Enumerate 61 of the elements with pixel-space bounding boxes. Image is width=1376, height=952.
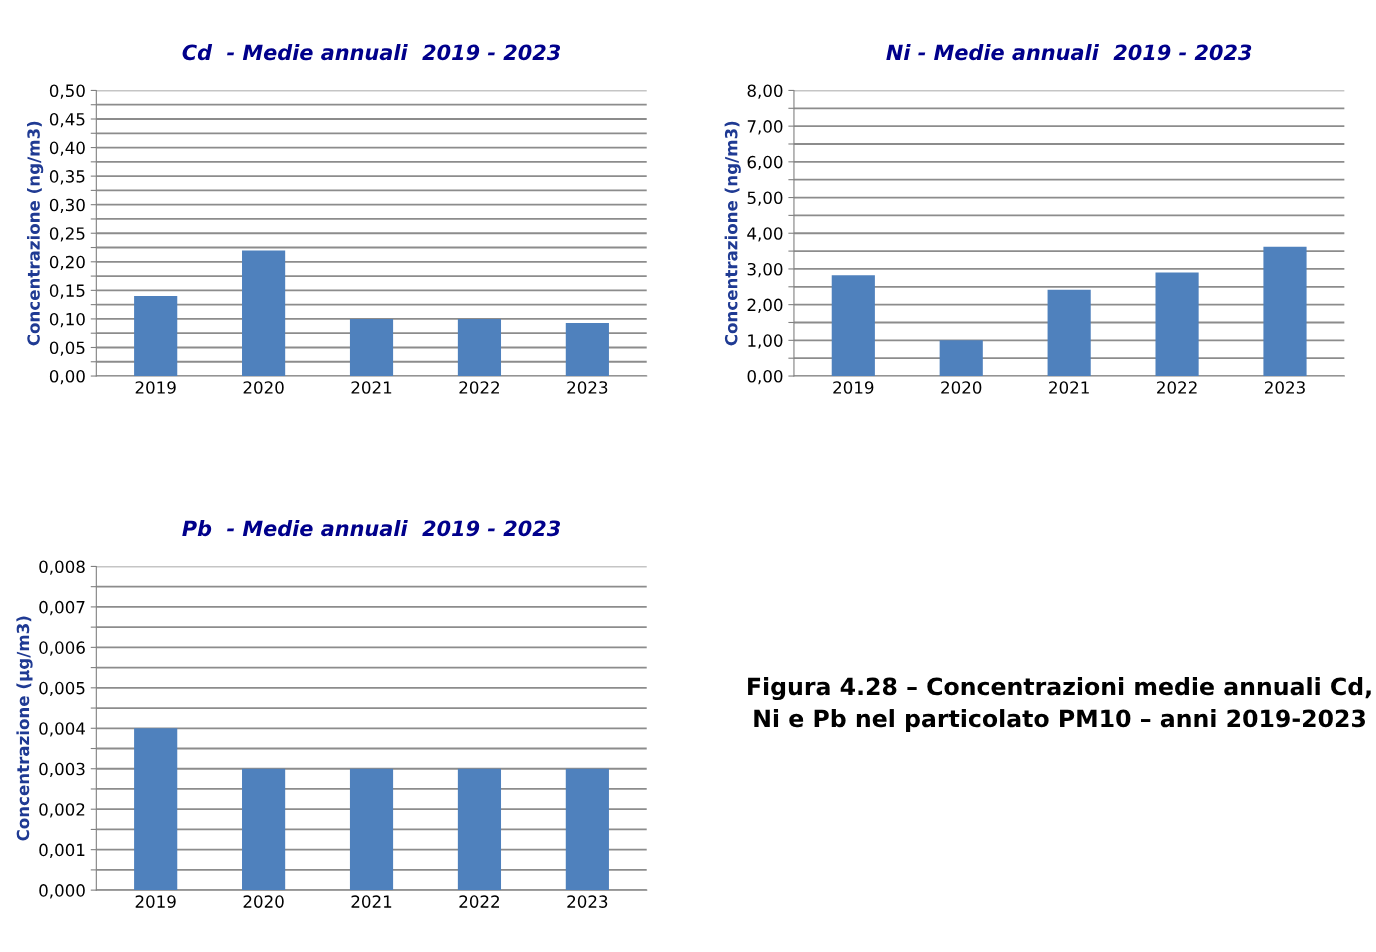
- y-axis-title: Concentrazione (µg/m3): [16, 616, 33, 841]
- x-tick-label: 2021: [351, 895, 392, 908]
- bar: [242, 250, 286, 377]
- y-tick-label: 0,005: [39, 681, 85, 697]
- chart-title: Ni - Medie annuali 2019 - 2023: [886, 44, 1252, 61]
- x-tick-label: 2023: [567, 381, 608, 394]
- x-tick-label: 2021: [1049, 381, 1089, 394]
- y-tick-label: 1,00: [748, 334, 783, 349]
- bar: [1047, 289, 1091, 377]
- bar: [349, 318, 394, 377]
- text: Figura 4.28 – Concentrazioni medie annuali Cd, Ni e Pb nel particolato PM10 – anni 2019-2023: [748, 677, 1371, 732]
- bar: [1263, 246, 1307, 377]
- y-tick-label: 0,15: [49, 284, 85, 299]
- y-tick-label: 0,05: [49, 341, 85, 356]
- y-tick-label: 0,000: [39, 884, 85, 899]
- y-tick-label: 0,001: [39, 843, 85, 858]
- bar: [939, 340, 983, 377]
- y-tick-label: 0,00: [49, 370, 85, 385]
- y-tick-label: 0,25: [49, 227, 85, 242]
- y-tick-label: 0,10: [49, 312, 85, 328]
- x-tick-label: 2020: [243, 381, 284, 394]
- x-tick-label: 2021: [351, 381, 392, 394]
- y-tick-label: 7,00: [747, 120, 783, 135]
- y-tick-label: 4,00: [747, 227, 783, 242]
- y-tick-label: 0,20: [49, 255, 85, 271]
- y-tick-label: 0,006: [39, 641, 85, 656]
- y-tick-label: 2,00: [747, 298, 783, 313]
- y-tick-label: 0,30: [49, 198, 85, 213]
- y-tick-label: 0,00: [747, 370, 783, 385]
- bar: [457, 318, 502, 377]
- x-tick-label: 2020: [941, 381, 982, 394]
- y-tick-label: 0,35: [49, 170, 85, 185]
- y-tick-label: 0,008: [39, 560, 85, 575]
- chart-title: Pb - Medie annuali 2019 - 2023: [182, 520, 560, 537]
- y-axis-title: Concentrazione (ng/m3): [724, 121, 741, 346]
- x-tick-label: 2022: [459, 381, 499, 394]
- x-tick-label: 2023: [567, 895, 608, 908]
- y-tick-label: 0,40: [49, 141, 85, 156]
- chart-title: Cd - Medie annuali 2019 - 2023: [182, 44, 561, 61]
- y-tick-label: 0,003: [39, 762, 85, 778]
- y-tick-label: 5,00: [747, 191, 783, 206]
- x-tick-label: 2022: [1157, 381, 1197, 394]
- y-tick-label: 6,00: [747, 155, 783, 171]
- bar: [1155, 272, 1199, 377]
- y-tick-label: 0,007: [39, 600, 85, 616]
- y-tick-label: 0,004: [39, 722, 85, 737]
- x-tick-label: 2022: [459, 895, 499, 908]
- x-tick-label: 2019: [135, 895, 176, 908]
- bar: [565, 322, 609, 377]
- y-tick-label: 0,002: [39, 803, 85, 818]
- y-tick-label: 0,45: [49, 112, 85, 128]
- x-tick-label: 2019: [135, 381, 176, 394]
- y-tick-label: 8,00: [747, 84, 783, 99]
- bar: [134, 296, 178, 377]
- y-tick-label: 3,00: [747, 262, 783, 278]
- y-axis-title: Concentrazione (ng/m3): [26, 121, 44, 346]
- x-tick-label: 2023: [1265, 381, 1305, 394]
- x-tick-label: 2019: [833, 381, 874, 394]
- bar: [831, 275, 875, 377]
- y-tick-label: 0,50: [49, 84, 85, 99]
- x-tick-label: 2020: [243, 895, 284, 908]
